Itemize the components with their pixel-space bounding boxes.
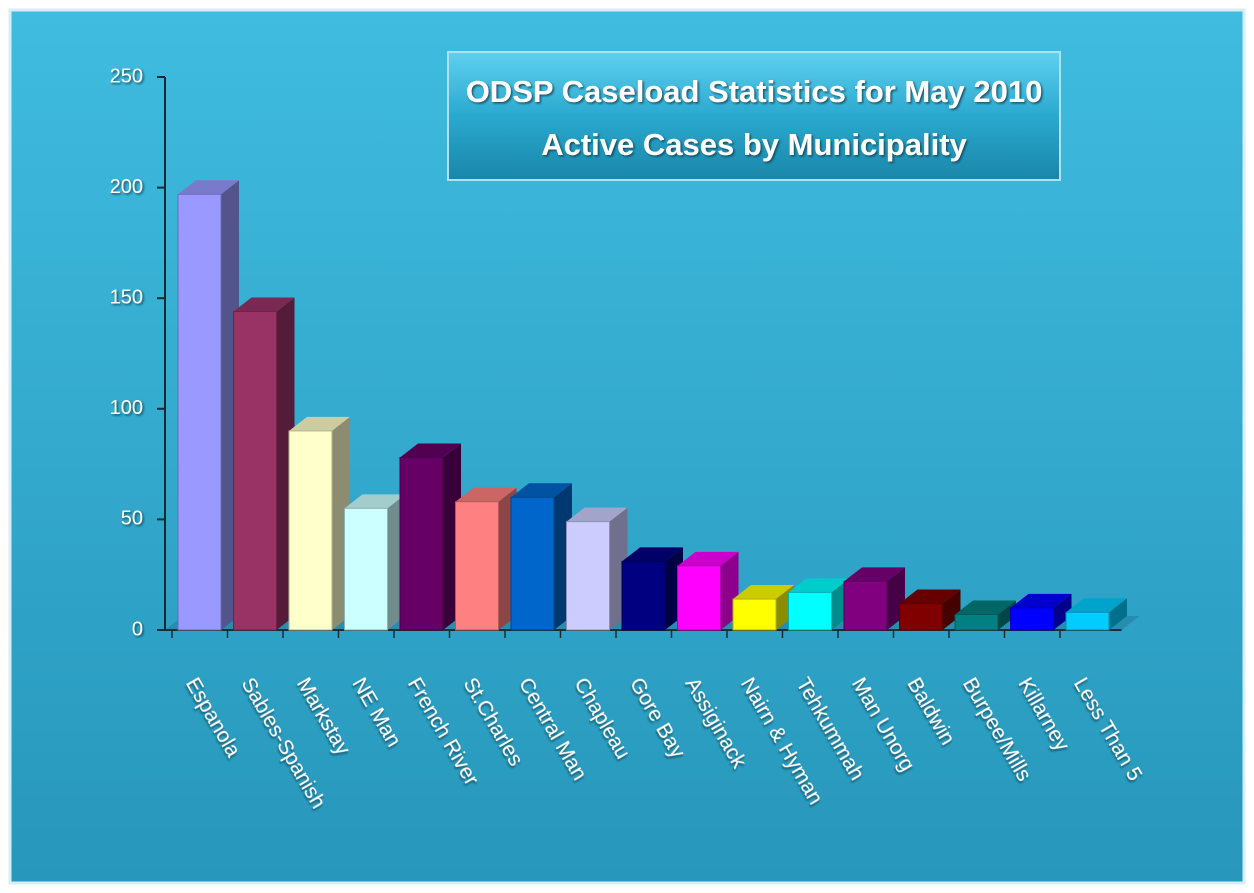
bar-top — [289, 416, 350, 431]
y-tick-label: 250 — [110, 65, 143, 87]
bar — [954, 614, 999, 631]
y-tick-label: 100 — [110, 397, 143, 419]
bar-top — [899, 589, 961, 604]
bar-top — [344, 494, 406, 509]
y-tick-label: 150 — [110, 286, 143, 308]
bar-top — [622, 547, 683, 562]
bar — [732, 598, 777, 631]
bar-side — [1053, 593, 1072, 630]
bar-side — [1109, 598, 1127, 630]
bar — [621, 560, 666, 631]
bar-top — [455, 487, 517, 502]
bar — [899, 602, 943, 631]
chart-subtitle: Active Cases by Municipality — [541, 127, 967, 162]
bar-top — [1010, 593, 1072, 608]
bar-top — [733, 585, 794, 600]
y-tick-label: 50 — [121, 508, 143, 530]
bar — [288, 430, 333, 631]
title-box — [447, 51, 1061, 181]
bar — [399, 456, 444, 631]
chart-title: ODSP Caseload Statistics for May 2010 — [466, 74, 1043, 109]
bar — [677, 565, 721, 631]
bar-top — [233, 297, 295, 312]
bar-top — [511, 483, 572, 498]
bar — [566, 521, 610, 631]
bar-top — [178, 180, 239, 195]
bar-top — [844, 567, 905, 582]
bar — [455, 501, 499, 631]
bar-top — [788, 578, 850, 593]
bar-top — [566, 507, 628, 522]
bar-top — [677, 551, 739, 566]
bar-top — [1066, 598, 1127, 613]
bar — [344, 507, 388, 631]
bar-side — [942, 589, 961, 630]
bar — [1065, 611, 1110, 631]
bar — [177, 193, 222, 631]
bar — [788, 591, 832, 631]
y-tick-label: 0 — [132, 618, 143, 640]
bar — [843, 580, 888, 631]
y-tick-label: 200 — [110, 176, 143, 198]
bar — [233, 310, 277, 631]
bar-top — [400, 443, 461, 458]
bar — [1010, 607, 1054, 631]
bar — [510, 496, 555, 631]
bar-top — [955, 600, 1016, 615]
